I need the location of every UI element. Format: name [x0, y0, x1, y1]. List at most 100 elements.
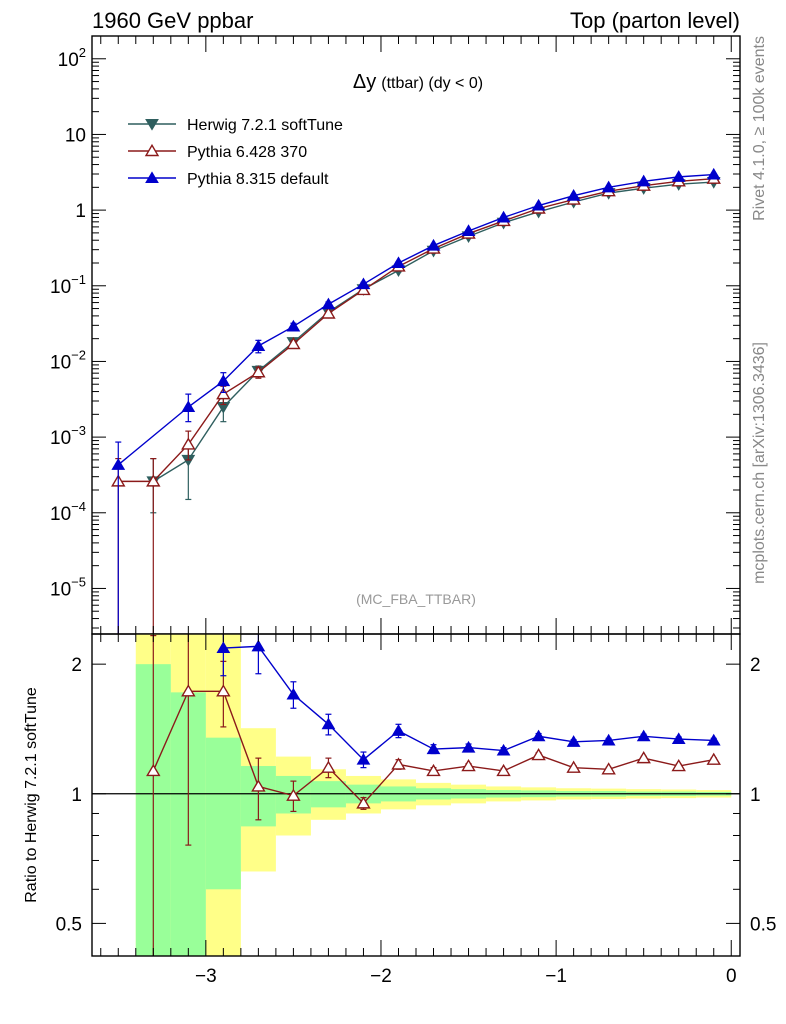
main-1-point — [321, 306, 336, 319]
tick-base: 10 — [50, 504, 71, 525]
x-tick-label: −1 — [545, 966, 567, 987]
tick-base: 10 — [50, 579, 71, 600]
main-2-point — [601, 180, 616, 193]
main-y-tick-label: 10−1 — [50, 272, 86, 298]
main-2-point — [391, 256, 406, 268]
main-1-point — [251, 365, 266, 378]
ratio-1-point — [286, 687, 301, 700]
tick-base: 10 — [50, 428, 71, 449]
main-y-tick-label: 10−2 — [50, 347, 86, 373]
main-y-tick-label: 10−4 — [50, 499, 86, 525]
main-2-point — [426, 238, 441, 251]
main-2-point — [111, 458, 126, 470]
main-y-tick-label: 10−3 — [50, 423, 86, 449]
ratio-0-point — [636, 751, 651, 764]
tick-exponent: 2 — [79, 45, 86, 60]
main-2-point — [671, 170, 686, 182]
ratio-y-tick-label-left: 1 — [71, 785, 82, 806]
x-tick-label: −3 — [195, 966, 217, 987]
ratio-0-point — [601, 762, 616, 775]
tick-base: 10 — [50, 352, 71, 373]
main-1-series — [111, 171, 721, 634]
main-title-symbol: Δy — [353, 71, 376, 93]
main-1-line — [118, 178, 714, 483]
main-2-point — [636, 174, 651, 187]
main-2-line — [117, 173, 714, 466]
tick-exponent: −2 — [71, 347, 86, 362]
ratio-1-point — [706, 733, 721, 746]
ratio-0-point — [181, 684, 196, 697]
ratio-series — [146, 634, 721, 956]
main-2-point — [286, 319, 301, 332]
main-0-line — [152, 181, 714, 482]
ratio-1-point — [671, 732, 686, 745]
ratio-0-point — [426, 763, 441, 777]
ratio-0-point — [286, 788, 301, 801]
ratio-y-tick-label-left: 2 — [71, 655, 82, 676]
ratio-0-point — [496, 763, 511, 777]
tick-exponent: −5 — [71, 574, 86, 589]
main-title-suffix: (ttbar) (dy < 0) — [381, 75, 483, 92]
ratio-1-point — [216, 641, 231, 654]
main-2-point — [566, 189, 581, 201]
main-0-series — [146, 177, 721, 514]
ratio-0-point — [146, 763, 161, 777]
main-2-point — [251, 339, 266, 351]
legend-item: Pythia 8.315 default — [128, 171, 329, 188]
main-2-point — [496, 210, 511, 223]
ratio-0-point — [531, 747, 546, 761]
x-tick-label: 0 — [726, 966, 737, 987]
ratio-0-point — [251, 779, 266, 792]
main-2-point — [216, 374, 231, 387]
ratio-0-point — [706, 752, 721, 765]
legend: Herwig 7.2.1 softTune Pythia 6.428 370 Pyt… — [128, 117, 343, 188]
main-1-point — [146, 474, 161, 487]
tick-exponent: −3 — [71, 423, 86, 438]
tick-exponent: −4 — [71, 499, 86, 514]
ratio-0-point — [461, 758, 476, 772]
main-1-point — [216, 387, 231, 400]
x-axis-ticks: −3 −2 −1 0 — [100, 36, 737, 987]
main-2-point — [461, 224, 476, 236]
main-y-tick-label: 1 — [75, 201, 86, 222]
main-2-point — [321, 297, 336, 310]
header-right: Top (parton level) — [570, 8, 740, 33]
ratio-frame — [91, 633, 741, 957]
rivet-label: Rivet 4.1.0, ≥ 100k events — [751, 36, 768, 221]
main-series — [111, 167, 721, 634]
main-2-series — [111, 167, 721, 634]
ratio-1-point — [496, 743, 511, 756]
ratio-1-point — [356, 752, 371, 765]
main-2-point — [531, 198, 546, 211]
ratio-panel: 2 2 1 1 0.5 0.5 −3 −2 −1 0 Ratio to Herwig 7.2.1… — [23, 36, 776, 987]
legend-label: Pythia 6.428 370 — [187, 144, 307, 161]
ratio-0-point — [391, 757, 406, 770]
ratio-1-point — [636, 729, 651, 742]
analysis-tag: (MC_FBA_TTBAR) — [356, 591, 476, 607]
main-2-point — [356, 277, 371, 290]
ratio-y-label: Ratio to Herwig 7.2.1 softTune — [23, 687, 40, 903]
legend-item: Herwig 7.2.1 softTune — [128, 117, 343, 134]
ratio-1-point — [321, 717, 336, 730]
ratio-0-point — [356, 796, 371, 809]
tick-base: 10 — [65, 125, 86, 146]
ratio-1-series — [216, 634, 721, 769]
ratio-1-point — [566, 735, 581, 747]
mcplots-label: mcplots.cern.ch [arXiv:1306.3436] — [751, 342, 768, 584]
legend-marker — [145, 119, 159, 131]
ratio-0-point — [321, 760, 336, 773]
main-title: Δy (ttbar) (dy < 0) — [353, 71, 483, 93]
tick-exponent: −1 — [71, 272, 86, 287]
ratio-0-point — [566, 760, 581, 773]
main-y-tick-label: 10 — [65, 125, 86, 146]
ratio-1-point — [251, 639, 266, 652]
ratio-bands — [135, 634, 732, 956]
legend-label: Herwig 7.2.1 softTune — [187, 117, 343, 134]
ratio-1-point — [426, 742, 441, 755]
main-1-point — [286, 336, 301, 350]
ratio-inner-band — [205, 737, 241, 890]
main-y-tick-label: 102 — [58, 45, 86, 71]
ratio-1-point — [531, 729, 546, 742]
